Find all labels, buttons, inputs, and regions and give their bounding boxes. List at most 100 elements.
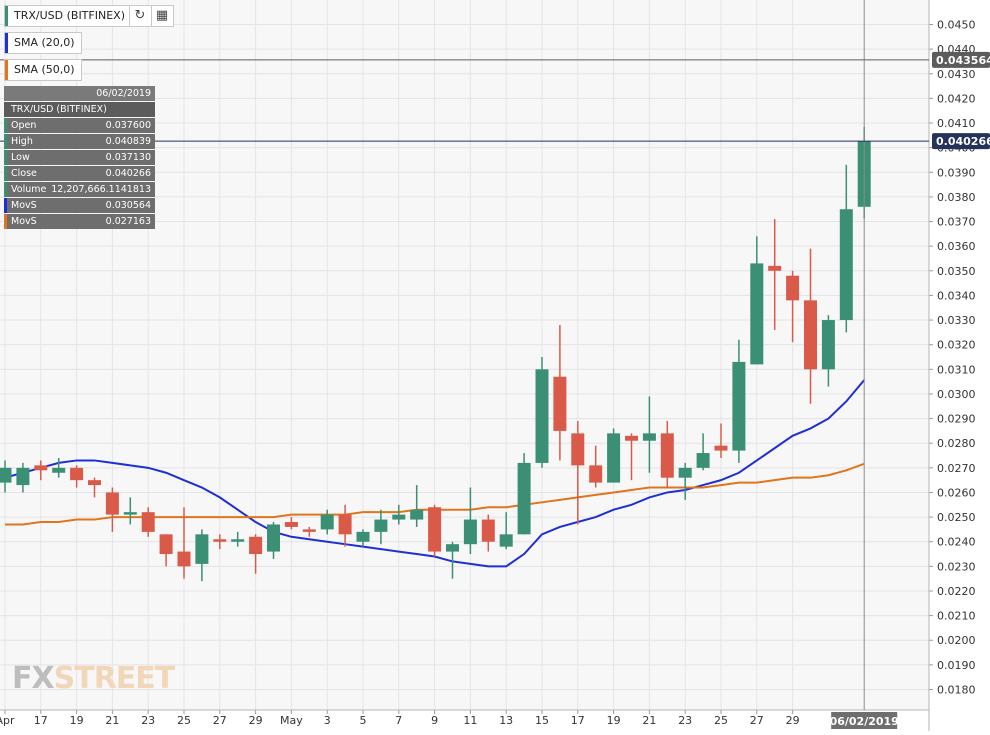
x-tick-label: 15 [535, 714, 549, 727]
y-tick-label: 0.0270 [937, 462, 976, 475]
candle-body [70, 467, 84, 481]
candle-body [52, 467, 66, 473]
symbol-legend[interactable]: TRX/USD (BITFINEX) ↻ ▦ [4, 5, 174, 27]
info-value: 0.037600 [105, 120, 151, 131]
info-symbol-row: TRX/USD (BITFINEX) [4, 102, 155, 117]
candle-body [625, 435, 638, 441]
candle-body [428, 507, 442, 552]
info-row-swatch [4, 118, 7, 133]
candle-body [607, 433, 621, 483]
info-row-movs: MovS 0.027163 [4, 214, 155, 229]
info-key: MovS [11, 216, 37, 227]
x-tick-label: 3 [324, 714, 331, 727]
x-tick-label: 27 [750, 714, 764, 727]
crosshair-date-badge [831, 712, 898, 729]
last-price-badge [932, 133, 990, 150]
info-row-low: Low 0.037130 [4, 150, 155, 165]
watermark-fx: FX [12, 661, 54, 696]
fxstreet-watermark: FXSTREET [12, 661, 176, 696]
sma20-legend-label: SMA (20,0) [14, 36, 75, 49]
x-tick-label: 7 [395, 714, 402, 727]
y-tick-label: 0.0240 [937, 536, 976, 549]
info-value: 0.037130 [105, 152, 151, 163]
x-tick-label: 21 [642, 714, 656, 727]
candle-body [392, 514, 406, 520]
last-price-label: 0.040266 [936, 135, 990, 148]
candle-body [821, 320, 835, 370]
info-date-row: 06/02/2019 [4, 86, 155, 101]
candle-body [535, 369, 549, 463]
info-row-open: Open 0.037600 [4, 118, 155, 133]
y-tick-label: 0.0230 [937, 560, 976, 573]
x-tick-label: 17 [571, 714, 585, 727]
info-row-swatch [4, 150, 7, 165]
info-date: 06/02/2019 [96, 88, 151, 99]
candle-body [714, 445, 728, 451]
sma50-legend[interactable]: SMA (50,0) [4, 59, 82, 81]
info-value: 0.040266 [105, 168, 151, 179]
sma50-legend-label: SMA (50,0) [14, 63, 75, 76]
info-rows: Open 0.037600 High 0.040839 Low 0.037130 Close… [4, 118, 155, 229]
candle-body [446, 544, 459, 552]
candle-body [213, 539, 227, 542]
candle-body [16, 467, 30, 486]
sma20-swatch [5, 33, 8, 53]
info-key: High [11, 136, 33, 147]
info-row-swatch [4, 134, 7, 149]
candle-body [804, 300, 817, 370]
candle-body [267, 524, 280, 552]
x-tick-label: 23 [141, 714, 155, 727]
candle-body [660, 433, 674, 478]
crosshair-date-label: 06/02/2019 [830, 715, 899, 728]
info-key: Volume [11, 184, 47, 195]
x-tick-label: 21 [105, 714, 119, 727]
info-key: Open [11, 120, 37, 131]
symbol-legend-label: TRX/USD (BITFINEX) [14, 9, 125, 22]
candle-body [88, 480, 101, 486]
info-row-swatch [4, 198, 7, 213]
x-tick-label: 17 [34, 714, 48, 727]
sma20-legend[interactable]: SMA (20,0) [4, 32, 82, 54]
y-tick-label: 0.0340 [937, 289, 976, 302]
calendar-icon[interactable]: ▦ [151, 6, 172, 26]
x-tick-label: 25 [714, 714, 728, 727]
info-value: 0.027163 [105, 216, 151, 227]
candle-body [249, 536, 263, 555]
info-key: Close [11, 168, 37, 179]
crosshair-price-label: 0.043564 [936, 54, 990, 67]
x-tick-label: 19 [70, 714, 84, 727]
candle-body [320, 514, 334, 530]
watermark-street: STREET [54, 661, 176, 696]
x-tick-label: 13 [499, 714, 513, 727]
info-row-swatch [4, 182, 7, 197]
candle-body [768, 265, 782, 271]
y-tick-label: 0.0330 [937, 314, 976, 327]
y-tick-label: 0.0280 [937, 437, 976, 450]
y-tick-label: 0.0430 [937, 68, 976, 81]
y-tick-label: 0.0290 [937, 413, 976, 426]
y-tick-label: 0.0300 [937, 388, 976, 401]
crosshair-price-badge [932, 51, 990, 68]
candle-body [517, 462, 531, 535]
y-tick-label: 0.0350 [937, 265, 976, 278]
candle-body [839, 209, 853, 321]
candle-body [177, 551, 191, 567]
candle-body [642, 433, 656, 441]
candle-body [284, 522, 298, 527]
y-tick-label: 0.0220 [937, 585, 976, 598]
info-row-volume: Volume 12,207,666.1141813 [4, 182, 155, 197]
y-tick-label: 0.0450 [937, 19, 976, 32]
info-key: MovS [11, 200, 37, 211]
info-row-swatch [4, 166, 7, 181]
y-tick-label: 0.0250 [937, 511, 976, 524]
ohlc-info-panel: 06/02/2019 TRX/USD (BITFINEX) Open 0.0376… [4, 86, 155, 230]
x-tick-label: May [280, 714, 303, 727]
candle-body [374, 519, 388, 532]
refresh-icon[interactable]: ↻ [129, 6, 150, 26]
info-row-movs: MovS 0.030564 [4, 198, 155, 213]
candle-body [463, 519, 477, 545]
y-tick-label: 0.0210 [937, 610, 976, 623]
candle-body [356, 531, 370, 542]
